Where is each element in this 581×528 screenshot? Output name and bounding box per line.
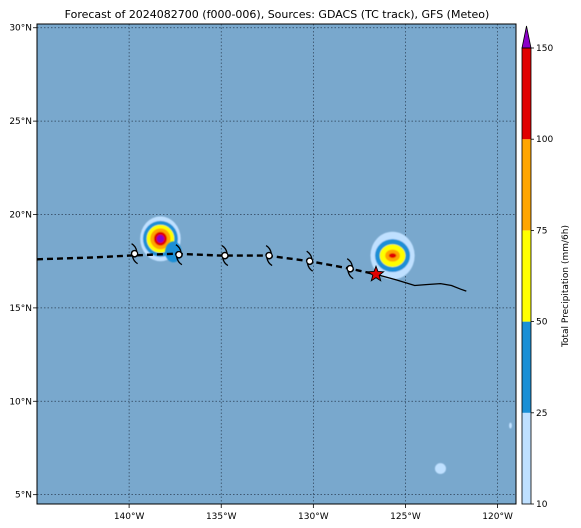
- y-tick-label: 25°N: [9, 117, 32, 127]
- precipitation-field: [140, 216, 512, 474]
- y-tick-label: 30°N: [9, 24, 32, 34]
- precipitation-blob: [508, 422, 512, 429]
- colorbar: 10 25 50 75 100 150 Total Precipitation (mm/6h…: [521, 25, 571, 510]
- forecast-track-line: [37, 252, 377, 276]
- map-frame: [36, 23, 517, 505]
- colorbar-frame: [521, 47, 532, 505]
- map-panel: 140°W 135°W 130°W 125°W 120°W 5°N 10°N 15°N 20°…: [9, 23, 517, 522]
- cyclone-track: [37, 243, 467, 292]
- x-axis-ticks: 140°W 135°W 130°W 125°W 120°W: [114, 504, 513, 522]
- past-track-line: [375, 273, 467, 292]
- current-position-star-icon: [367, 265, 385, 282]
- precipitation-contour: [508, 422, 512, 429]
- colorbar-tick-label: 150: [536, 44, 553, 54]
- map-gridlines: [37, 24, 516, 504]
- precipitation-blob: [370, 231, 415, 280]
- figure-title: Forecast of 2024082700 (f000-006), Sourc…: [65, 8, 490, 21]
- y-tick-label: 10°N: [9, 397, 32, 407]
- ocean-background: [37, 24, 516, 504]
- colorbar-segment: [522, 321, 531, 413]
- cyclone-symbol-icon: [175, 244, 183, 266]
- colorbar-tick-label: 25: [536, 409, 547, 419]
- x-tick-label: 125°W: [390, 512, 421, 522]
- y-tick-label: 5°N: [15, 491, 32, 501]
- cyclone-symbol-icon: [305, 250, 314, 272]
- precipitation-blob: [434, 463, 446, 474]
- precipitation-blob: [140, 216, 181, 262]
- y-tick-label: 15°N: [9, 304, 32, 314]
- cyclone-symbol-icon: [265, 245, 273, 267]
- colorbar-tick-label: 50: [536, 318, 548, 328]
- colorbar-segment: [522, 48, 531, 140]
- x-tick-label: 140°W: [114, 512, 145, 522]
- x-tick-label: 135°W: [206, 512, 237, 522]
- colorbar-segment: [522, 230, 531, 322]
- colorbar-tick-label: 75: [536, 226, 547, 236]
- y-tick-label: 20°N: [9, 211, 32, 221]
- cyclone-symbol-icon: [346, 258, 355, 280]
- colorbar-segment: [522, 139, 531, 231]
- x-tick-label: 130°W: [298, 512, 329, 522]
- y-axis-ticks: 5°N 10°N 15°N 20°N 25°N 30°N: [9, 24, 37, 501]
- colorbar-tick-label: 10: [536, 500, 548, 510]
- cyclone-symbol-icon: [130, 243, 139, 265]
- colorbar-tick-label: 100: [536, 135, 553, 145]
- precipitation-contour: [156, 234, 165, 243]
- cyclone-symbol-icon: [221, 245, 229, 267]
- colorbar-extend-arrow: [521, 25, 532, 49]
- x-tick-label: 120°W: [482, 512, 513, 522]
- precipitation-contour: [434, 463, 446, 474]
- colorbar-segment: [522, 412, 531, 504]
- precipitation-contour: [388, 253, 397, 258]
- colorbar-label: Total Precipitation (mm/6h): [561, 225, 571, 348]
